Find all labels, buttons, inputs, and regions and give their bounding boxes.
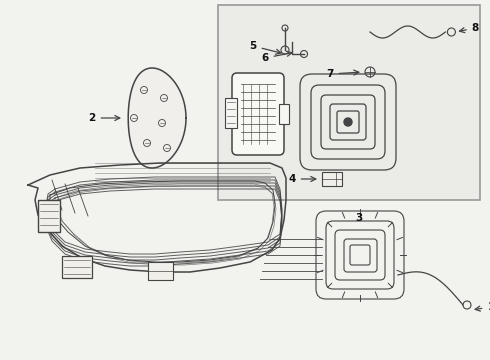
- Text: 2: 2: [88, 113, 120, 123]
- FancyBboxPatch shape: [232, 73, 284, 155]
- Bar: [218, 5, 480, 200]
- Text: 8: 8: [460, 23, 479, 33]
- Text: 4: 4: [288, 174, 316, 184]
- Text: 3: 3: [355, 213, 363, 223]
- Text: 1: 1: [475, 302, 490, 312]
- Text: 7: 7: [326, 69, 359, 79]
- Text: 5: 5: [249, 41, 281, 54]
- Text: 6: 6: [261, 51, 292, 63]
- Bar: [148, 262, 173, 280]
- Polygon shape: [128, 68, 186, 168]
- Bar: [38, 200, 60, 232]
- Circle shape: [344, 118, 352, 126]
- Bar: [62, 256, 92, 278]
- Bar: [322, 172, 342, 186]
- Bar: [225, 98, 237, 128]
- Bar: [279, 104, 289, 124]
